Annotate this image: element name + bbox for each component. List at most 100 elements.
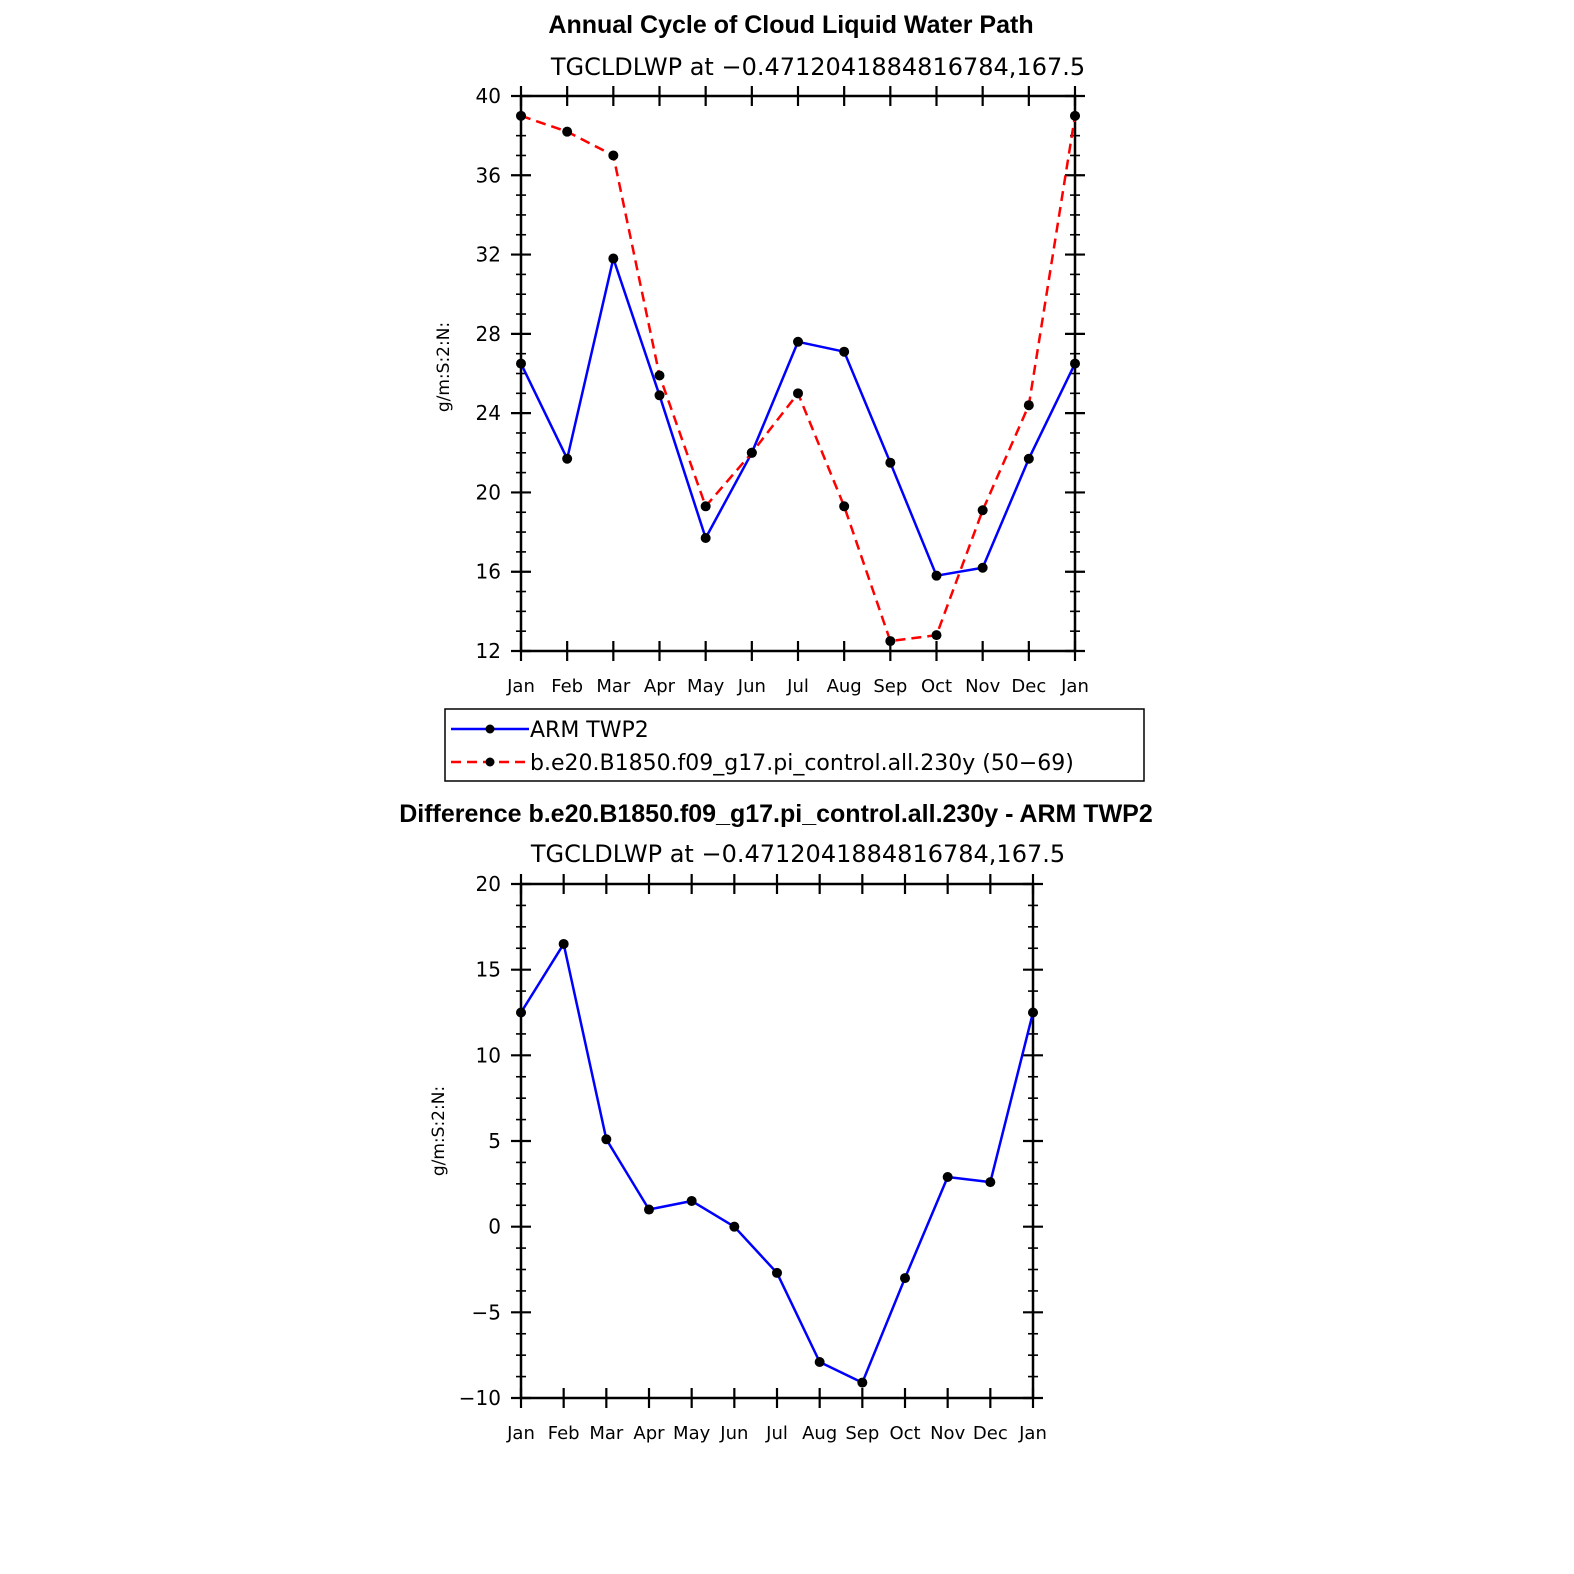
x-tick-label: Sep	[873, 676, 907, 697]
data-point-s0-9	[931, 570, 942, 581]
data-point-s0-4	[700, 533, 711, 544]
y-tick-label: 16	[476, 560, 501, 584]
data-point-s0-6	[772, 1267, 782, 1278]
x-tick-label: May	[687, 676, 725, 697]
data-point-s0-8	[885, 457, 896, 468]
data-point-s1-1	[562, 126, 573, 137]
chart-title: Annual Cycle of Cloud Liquid Water Path	[548, 11, 1033, 39]
chart-subtitle: TGCLDLWP at −0.4712041884816784,167.5	[550, 53, 1085, 81]
x-tick-label: Jul	[765, 1423, 788, 1444]
data-point-s0-10	[977, 562, 988, 573]
data-point-s0-2	[601, 1134, 612, 1145]
y-tick-label: 5	[488, 1129, 501, 1153]
data-point-s0-4	[686, 1195, 697, 1206]
data-point-s0-9	[900, 1273, 910, 1284]
data-point-s0-0	[516, 358, 526, 369]
difference-chart: Difference b.e20.B1850.f09_g17.pi_contro…	[399, 800, 1153, 1444]
x-tick-label: Nov	[930, 1423, 965, 1444]
series-line-0	[519, 942, 1035, 1384]
data-point-s1-10	[977, 505, 988, 516]
legend-box	[444, 708, 1145, 782]
plot-border	[519, 882, 1035, 1400]
data-point-s0-11	[1023, 453, 1034, 464]
plot-frame	[511, 86, 1085, 661]
data-point-s1-4	[700, 501, 711, 512]
plot-frame	[511, 874, 1043, 1408]
data-point-s0-12	[1028, 1007, 1038, 1018]
data-point-s0-10	[942, 1171, 953, 1182]
x-tick-label: Dec	[1011, 676, 1046, 697]
y-tick-labels: 12 16 20 24 28 32 36 40	[476, 84, 501, 663]
data-point-s0-5	[729, 1221, 740, 1232]
chart-subtitle: TGCLDLWP at −0.4712041884816784,167.5	[530, 840, 1065, 868]
data-point-s0-1	[558, 938, 569, 949]
x-tick-label: Mar	[596, 676, 631, 697]
data-point-s1-9	[931, 630, 942, 641]
data-point-s1-2	[608, 150, 619, 161]
x-tick-label: May	[673, 1423, 711, 1444]
legend-label-model: b.e20.B1850.f09_g17.pi_control.all.230y …	[530, 751, 1074, 776]
data-point-s1-12	[1070, 110, 1080, 121]
x-tick-label: Oct	[921, 676, 952, 697]
x-tick-labels: Jan Feb Mar Apr May Jun Jul Aug Sep Oct Nov Dec Jan	[506, 1423, 1047, 1444]
x-tick-label: Jan	[1018, 1423, 1047, 1444]
legend: ARM TWP2 b.e20.B1850.f09_g17.pi_control.…	[444, 708, 1145, 782]
chart-title: Difference b.e20.B1850.f09_g17.pi_contro…	[399, 800, 1153, 828]
data-point-s0-7	[839, 346, 850, 357]
x-tick-label: Aug	[802, 1423, 837, 1444]
data-point-s0-3	[654, 390, 665, 401]
data-point-s1-7	[839, 501, 850, 512]
data-point-s0-0	[516, 1007, 526, 1018]
y-tick-label: 36	[476, 163, 501, 187]
x-tick-label: Nov	[965, 676, 1000, 697]
data-point-s0-3	[644, 1204, 654, 1215]
data-point-s1-11	[1023, 400, 1034, 411]
x-tick-label: Feb	[551, 676, 583, 697]
x-tick-label: Mar	[589, 1423, 624, 1444]
data-point-s0-1	[562, 453, 573, 464]
series-layer	[516, 938, 1038, 1388]
y-tick-label: 28	[476, 322, 501, 346]
y-tick-labels: −10 −5 0 5 10 15 20	[459, 872, 501, 1410]
series-line-1	[520, 114, 1077, 643]
y-tick-label: 24	[476, 401, 501, 425]
legend-marker-model	[485, 757, 495, 767]
x-tick-label: Sep	[845, 1423, 879, 1444]
y-tick-label: −5	[472, 1300, 501, 1324]
y-axis-label: g/m:S:2:N:	[434, 322, 454, 412]
x-tick-label: Apr	[633, 1423, 665, 1444]
data-point-s0-2	[608, 253, 619, 264]
data-point-s0-6	[793, 336, 803, 347]
data-point-s0-12	[1070, 358, 1080, 369]
x-tick-label: Jun	[737, 676, 766, 697]
x-tick-labels: Jan Feb Mar Apr May Jun Jul Aug Sep Oct Nov Dec Jan	[506, 676, 1089, 697]
x-tick-label: Jan	[506, 676, 535, 697]
x-tick-label: Jul	[786, 676, 809, 697]
x-tick-label: Apr	[644, 676, 676, 697]
data-point-s0-11	[985, 1177, 996, 1188]
y-tick-label: 40	[476, 84, 501, 108]
data-point-s0-8	[857, 1377, 868, 1388]
x-tick-label: Jan	[1060, 676, 1089, 697]
annual-cycle-chart: Annual Cycle of Cloud Liquid Water Path …	[434, 11, 1089, 697]
y-tick-label: 10	[476, 1043, 501, 1067]
y-tick-label: 15	[476, 958, 501, 982]
y-tick-label: 0	[488, 1215, 501, 1239]
x-tick-label: Aug	[827, 676, 862, 697]
data-point-s1-3	[654, 370, 665, 381]
data-point-s1-5	[746, 447, 757, 458]
x-tick-label: Dec	[973, 1423, 1008, 1444]
data-point-s1-8	[885, 636, 896, 647]
x-tick-label: Jun	[719, 1423, 748, 1444]
data-point-s1-6	[793, 388, 803, 399]
legend-label-arm: ARM TWP2	[530, 718, 649, 743]
data-point-s0-7	[814, 1357, 825, 1368]
x-tick-label: Oct	[889, 1423, 920, 1444]
series-line-0	[519, 257, 1077, 577]
y-tick-label: −10	[459, 1386, 501, 1410]
y-axis-label: g/m:S:2:N:	[429, 1086, 449, 1176]
y-tick-label: 20	[476, 872, 501, 896]
y-tick-label: 20	[476, 480, 501, 504]
series-layer	[516, 110, 1080, 647]
